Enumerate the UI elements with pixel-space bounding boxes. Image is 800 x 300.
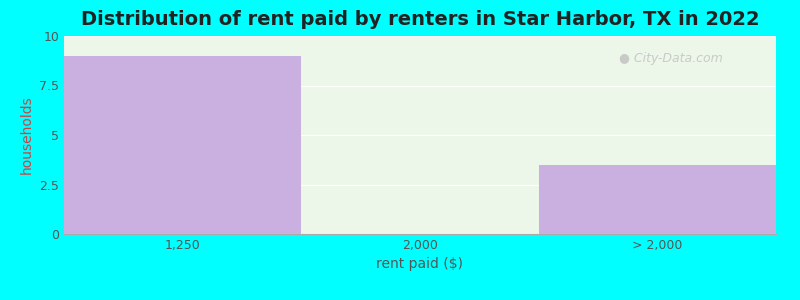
Bar bbox=[64, 56, 302, 234]
Bar bbox=[538, 165, 776, 234]
X-axis label: rent paid ($): rent paid ($) bbox=[377, 257, 463, 272]
Y-axis label: households: households bbox=[19, 96, 34, 174]
Bar bbox=[64, 36, 776, 234]
Title: Distribution of rent paid by renters in Star Harbor, TX in 2022: Distribution of rent paid by renters in … bbox=[81, 10, 759, 29]
Text: ● City-Data.com: ● City-Data.com bbox=[619, 52, 723, 65]
